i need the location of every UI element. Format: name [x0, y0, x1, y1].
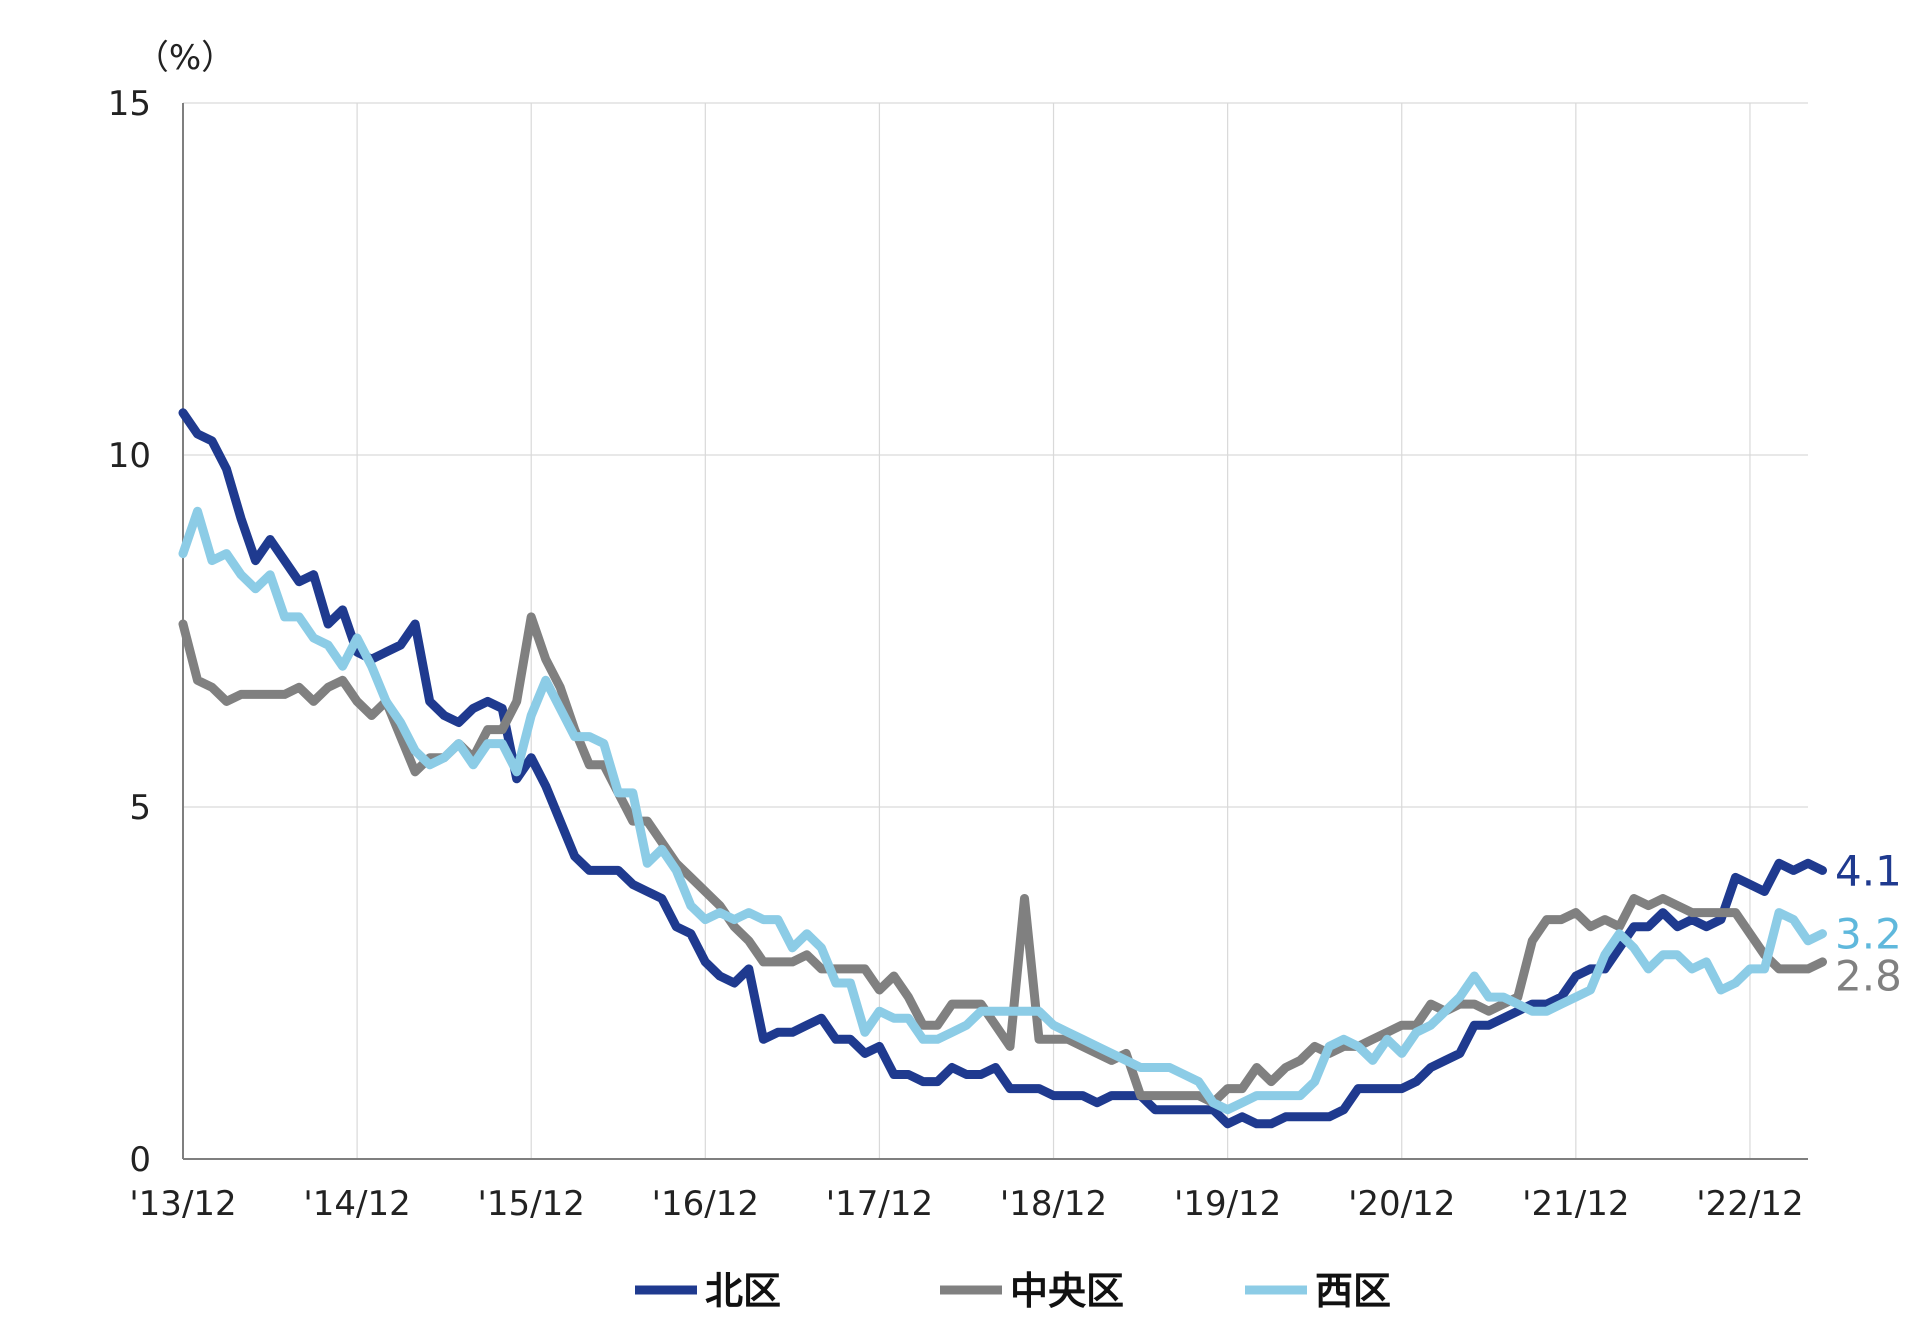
- series-lines: [178, 408, 1827, 1129]
- legend-label: 北区: [705, 1269, 781, 1313]
- y-tick-label: 10: [108, 436, 151, 476]
- x-tick-label: '14/12: [303, 1184, 410, 1224]
- y-tick-label: 0: [129, 1140, 151, 1180]
- x-tick-label: '15/12: [478, 1184, 585, 1224]
- x-tick-label: '21/12: [1522, 1184, 1629, 1224]
- labels: 0 5 10 15 '13/12 '14/12 '15/12 '16/12 '17/12 '18/…: [108, 38, 1902, 1224]
- legend-label: 西区: [1315, 1269, 1391, 1313]
- legend-label: 中央区: [1010, 1269, 1124, 1313]
- y-tick-label: 5: [129, 788, 151, 828]
- series-line-0: [178, 408, 1827, 1129]
- x-tick-label: '20/12: [1348, 1184, 1455, 1224]
- end-value-label: 4.1: [1835, 846, 1902, 895]
- end-value-label: 2.8: [1835, 952, 1902, 1001]
- y-tick-label: 15: [108, 84, 151, 124]
- x-tick-label: '22/12: [1696, 1184, 1803, 1224]
- y-unit-label: （%）: [135, 38, 235, 78]
- x-tick-label: '17/12: [826, 1184, 933, 1224]
- x-tick-label: '19/12: [1174, 1184, 1281, 1224]
- x-tick-label: '13/12: [129, 1184, 236, 1224]
- end-value-label: 3.2: [1835, 910, 1902, 959]
- x-tick-label: '18/12: [1000, 1184, 1107, 1224]
- legend: 北区 中央区 西区: [635, 1269, 1391, 1313]
- x-tick-label: '16/12: [652, 1184, 759, 1224]
- series-line-2: [178, 506, 1827, 1115]
